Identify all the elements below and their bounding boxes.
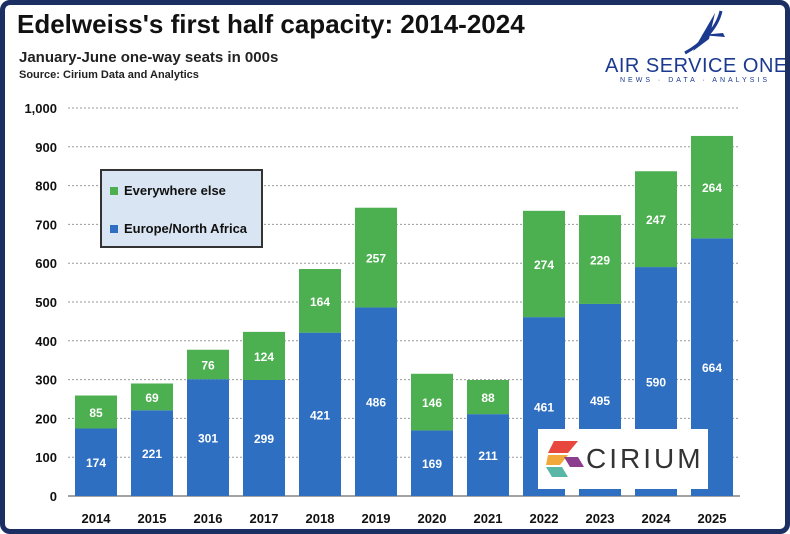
- bar-europe-north-africa-2016: [187, 379, 229, 496]
- data-label-europe-north-africa-2023: 495: [590, 394, 610, 408]
- y-tick-label: 800: [35, 179, 57, 194]
- bar-europe-north-africa-2020: [411, 430, 453, 496]
- air-service-one-name: AIR SERVICE ONE: [605, 55, 788, 77]
- y-tick-label: 400: [35, 334, 57, 349]
- legend-item-everywhere-else: Everywhere else: [110, 183, 226, 198]
- x-tick-label: 2017: [250, 511, 279, 526]
- bar-everywhere-else-2018: [299, 269, 341, 333]
- data-label-everywhere-else-2022: 274: [534, 258, 554, 272]
- bar-everywhere-else-2017: [243, 331, 285, 380]
- data-label-europe-north-africa-2019: 486: [366, 396, 386, 410]
- bar-everywhere-else-2024: [635, 171, 677, 268]
- y-tick-label: 300: [35, 373, 57, 388]
- y-tick-label: 100: [35, 450, 57, 465]
- bar-everywhere-else-2020: [411, 373, 453, 431]
- y-tick-label: 900: [35, 140, 57, 155]
- legend-label-europe-north-africa: Europe/North Africa: [124, 221, 248, 236]
- legend: Everywhere else Europe/North Africa: [100, 169, 263, 248]
- bar-europe-north-africa-2017: [243, 379, 285, 496]
- legend-swatch-everywhere-else: [110, 186, 118, 195]
- bar-everywhere-else-2023: [579, 215, 621, 304]
- chart-subtitle: January-June one-way seats in 000s: [19, 49, 279, 66]
- cirium-mark-icon: [546, 441, 584, 477]
- x-tick-label: 2025: [698, 511, 727, 526]
- bar-everywhere-else-2025: [691, 135, 733, 239]
- data-label-europe-north-africa-2024: 590: [646, 376, 666, 390]
- data-label-everywhere-else-2015: 69: [145, 391, 159, 405]
- x-tick-label: 2014: [82, 511, 112, 526]
- data-label-europe-north-africa-2014: 174: [86, 456, 106, 470]
- bar-europe-north-africa-2021: [467, 414, 509, 496]
- y-tick-label: 600: [35, 256, 57, 271]
- legend-swatch-europe-north-africa: [110, 224, 118, 233]
- data-label-europe-north-africa-2022: 461: [534, 401, 554, 415]
- data-label-everywhere-else-2020: 146: [422, 396, 442, 410]
- data-label-europe-north-africa-2025: 664: [702, 361, 722, 375]
- air-service-one-tagline: NEWS · DATA · ANALYSIS: [619, 77, 771, 84]
- cirium-name: CIRIUM: [586, 443, 704, 474]
- source-note: Source: Cirium Data and Analytics: [19, 69, 199, 81]
- bar-everywhere-else-2022: [523, 210, 565, 318]
- data-label-europe-north-africa-2018: 421: [310, 408, 330, 422]
- bar-europe-north-africa-2019: [355, 307, 397, 496]
- x-tick-label: 2018: [306, 511, 335, 526]
- data-label-europe-north-africa-2017: 299: [254, 432, 274, 446]
- data-label-everywhere-else-2024: 247: [646, 213, 666, 227]
- plane-a-logo-icon: [684, 10, 725, 55]
- bar-europe-north-africa-2015: [131, 410, 173, 496]
- x-tick-label: 2022: [530, 511, 559, 526]
- x-tick-label: 2023: [586, 511, 615, 526]
- bar-everywhere-else-2019: [355, 207, 397, 308]
- data-label-everywhere-else-2014: 85: [89, 406, 103, 420]
- air-service-one-logo: AIR SERVICE ONE NEWS · DATA · ANALYSIS: [605, 9, 785, 89]
- x-tick-label: 2015: [138, 511, 167, 526]
- y-tick-label: 500: [35, 295, 57, 310]
- x-tick-label: 2020: [418, 511, 447, 526]
- legend-item-europe-north-africa: Europe/North Africa: [110, 221, 247, 236]
- bar-europe-north-africa-2014: [75, 428, 117, 496]
- data-label-everywhere-else-2017: 124: [254, 350, 274, 364]
- bar-everywhere-else-2015: [131, 383, 173, 411]
- data-label-everywhere-else-2025: 264: [702, 181, 722, 195]
- x-tick-label: 2021: [474, 511, 503, 526]
- y-tick-label: 700: [35, 217, 57, 232]
- x-tick-label: 2016: [194, 511, 223, 526]
- data-label-everywhere-else-2016: 76: [201, 358, 215, 372]
- data-label-europe-north-africa-2016: 301: [198, 432, 218, 446]
- data-label-europe-north-africa-2015: 221: [142, 447, 162, 461]
- y-tick-label: 1,000: [24, 101, 57, 116]
- x-tick-label: 2024: [642, 511, 672, 526]
- data-label-everywhere-else-2018: 164: [310, 295, 330, 309]
- legend-label-everywhere-else: Everywhere else: [124, 183, 226, 198]
- data-label-everywhere-else-2021: 88: [481, 391, 495, 405]
- bar-everywhere-else-2014: [75, 395, 117, 429]
- data-label-everywhere-else-2019: 257: [366, 252, 386, 266]
- bar-everywhere-else-2021: [467, 379, 509, 415]
- y-tick-label: 200: [35, 411, 57, 426]
- x-tick-label: 2019: [362, 511, 391, 526]
- cirium-logo: CIRIUM: [538, 429, 708, 489]
- bar-everywhere-else-2016: [187, 349, 229, 380]
- data-label-europe-north-africa-2020: 169: [422, 457, 442, 471]
- chart-title: Edelweiss's first half capacity: 2014-20…: [17, 9, 525, 39]
- data-label-europe-north-africa-2021: 211: [478, 449, 498, 463]
- data-label-everywhere-else-2023: 229: [590, 254, 610, 268]
- stacked-bar-chart: 0 100 200 300 400 500 600 700 800 900 1,000 174 85 20…: [24, 101, 740, 526]
- y-tick-label: 0: [50, 489, 57, 504]
- bar-europe-north-africa-2018: [299, 332, 341, 496]
